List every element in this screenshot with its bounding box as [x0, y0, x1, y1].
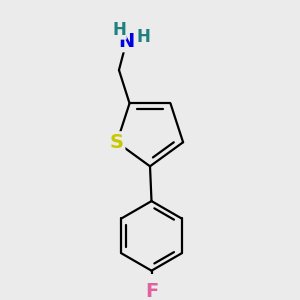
Text: H: H	[112, 21, 126, 39]
Text: S: S	[110, 133, 124, 152]
Text: F: F	[145, 282, 158, 300]
Text: N: N	[118, 32, 135, 51]
Text: H: H	[136, 28, 150, 46]
